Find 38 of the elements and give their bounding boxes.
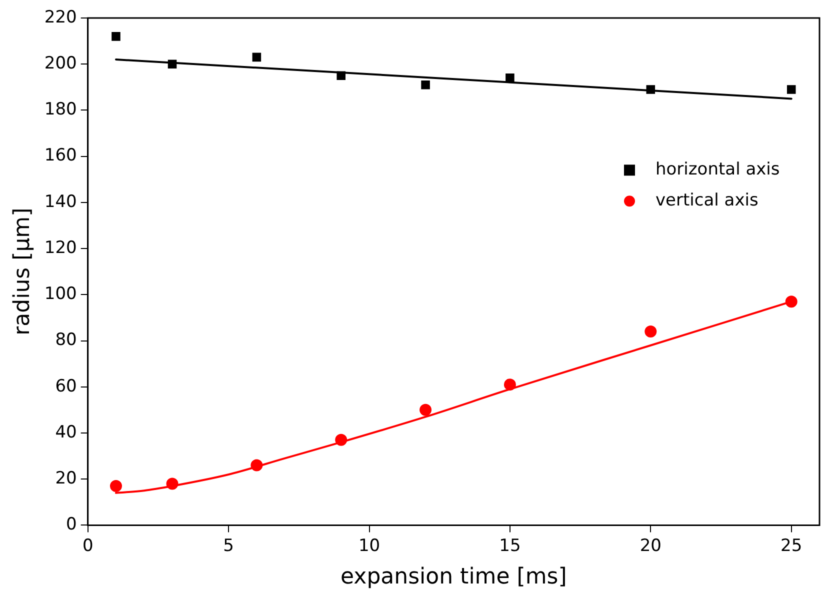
- point: [785, 296, 798, 308]
- x-tick-label: 0: [82, 536, 94, 556]
- y-tick-label: 80: [55, 330, 77, 350]
- legend-label: horizontal axis: [656, 160, 780, 180]
- y-tick-label: 200: [44, 54, 77, 74]
- point: [646, 85, 656, 94]
- x-tick-label: 15: [499, 536, 521, 556]
- x-tick-label: 20: [640, 536, 662, 556]
- point: [110, 480, 122, 492]
- point: [166, 478, 178, 490]
- y-tick-label: 180: [44, 100, 77, 120]
- point: [250, 459, 263, 472]
- y-tick-label: 60: [55, 376, 77, 396]
- x-axis-title: expansion time [ms]: [340, 564, 567, 590]
- point: [504, 378, 516, 391]
- y-tick-label: 100: [44, 284, 77, 304]
- y-tick-label: 120: [44, 238, 77, 258]
- point: [252, 52, 262, 62]
- point: [786, 85, 796, 94]
- point: [112, 32, 120, 41]
- y-tick-label: 40: [55, 422, 77, 442]
- point: [644, 326, 657, 338]
- y-tick-label: 160: [44, 146, 77, 166]
- y-tick-label: 140: [44, 192, 77, 212]
- x-tick-label: 25: [780, 536, 802, 556]
- y-tick-label: 20: [55, 468, 77, 489]
- point: [420, 404, 432, 416]
- legend-label: vertical axis: [656, 190, 758, 211]
- point: [336, 71, 346, 80]
- point: [168, 60, 177, 68]
- point: [421, 80, 430, 90]
- point: [506, 74, 514, 82]
- x-tick-label: 5: [223, 536, 234, 556]
- y-tick-label: 220: [44, 7, 77, 28]
- x-tick-label: 10: [358, 536, 380, 556]
- y-axis-title: radius [µm]: [10, 208, 35, 336]
- point: [335, 434, 348, 446]
- y-tick-label: 0: [66, 514, 77, 535]
